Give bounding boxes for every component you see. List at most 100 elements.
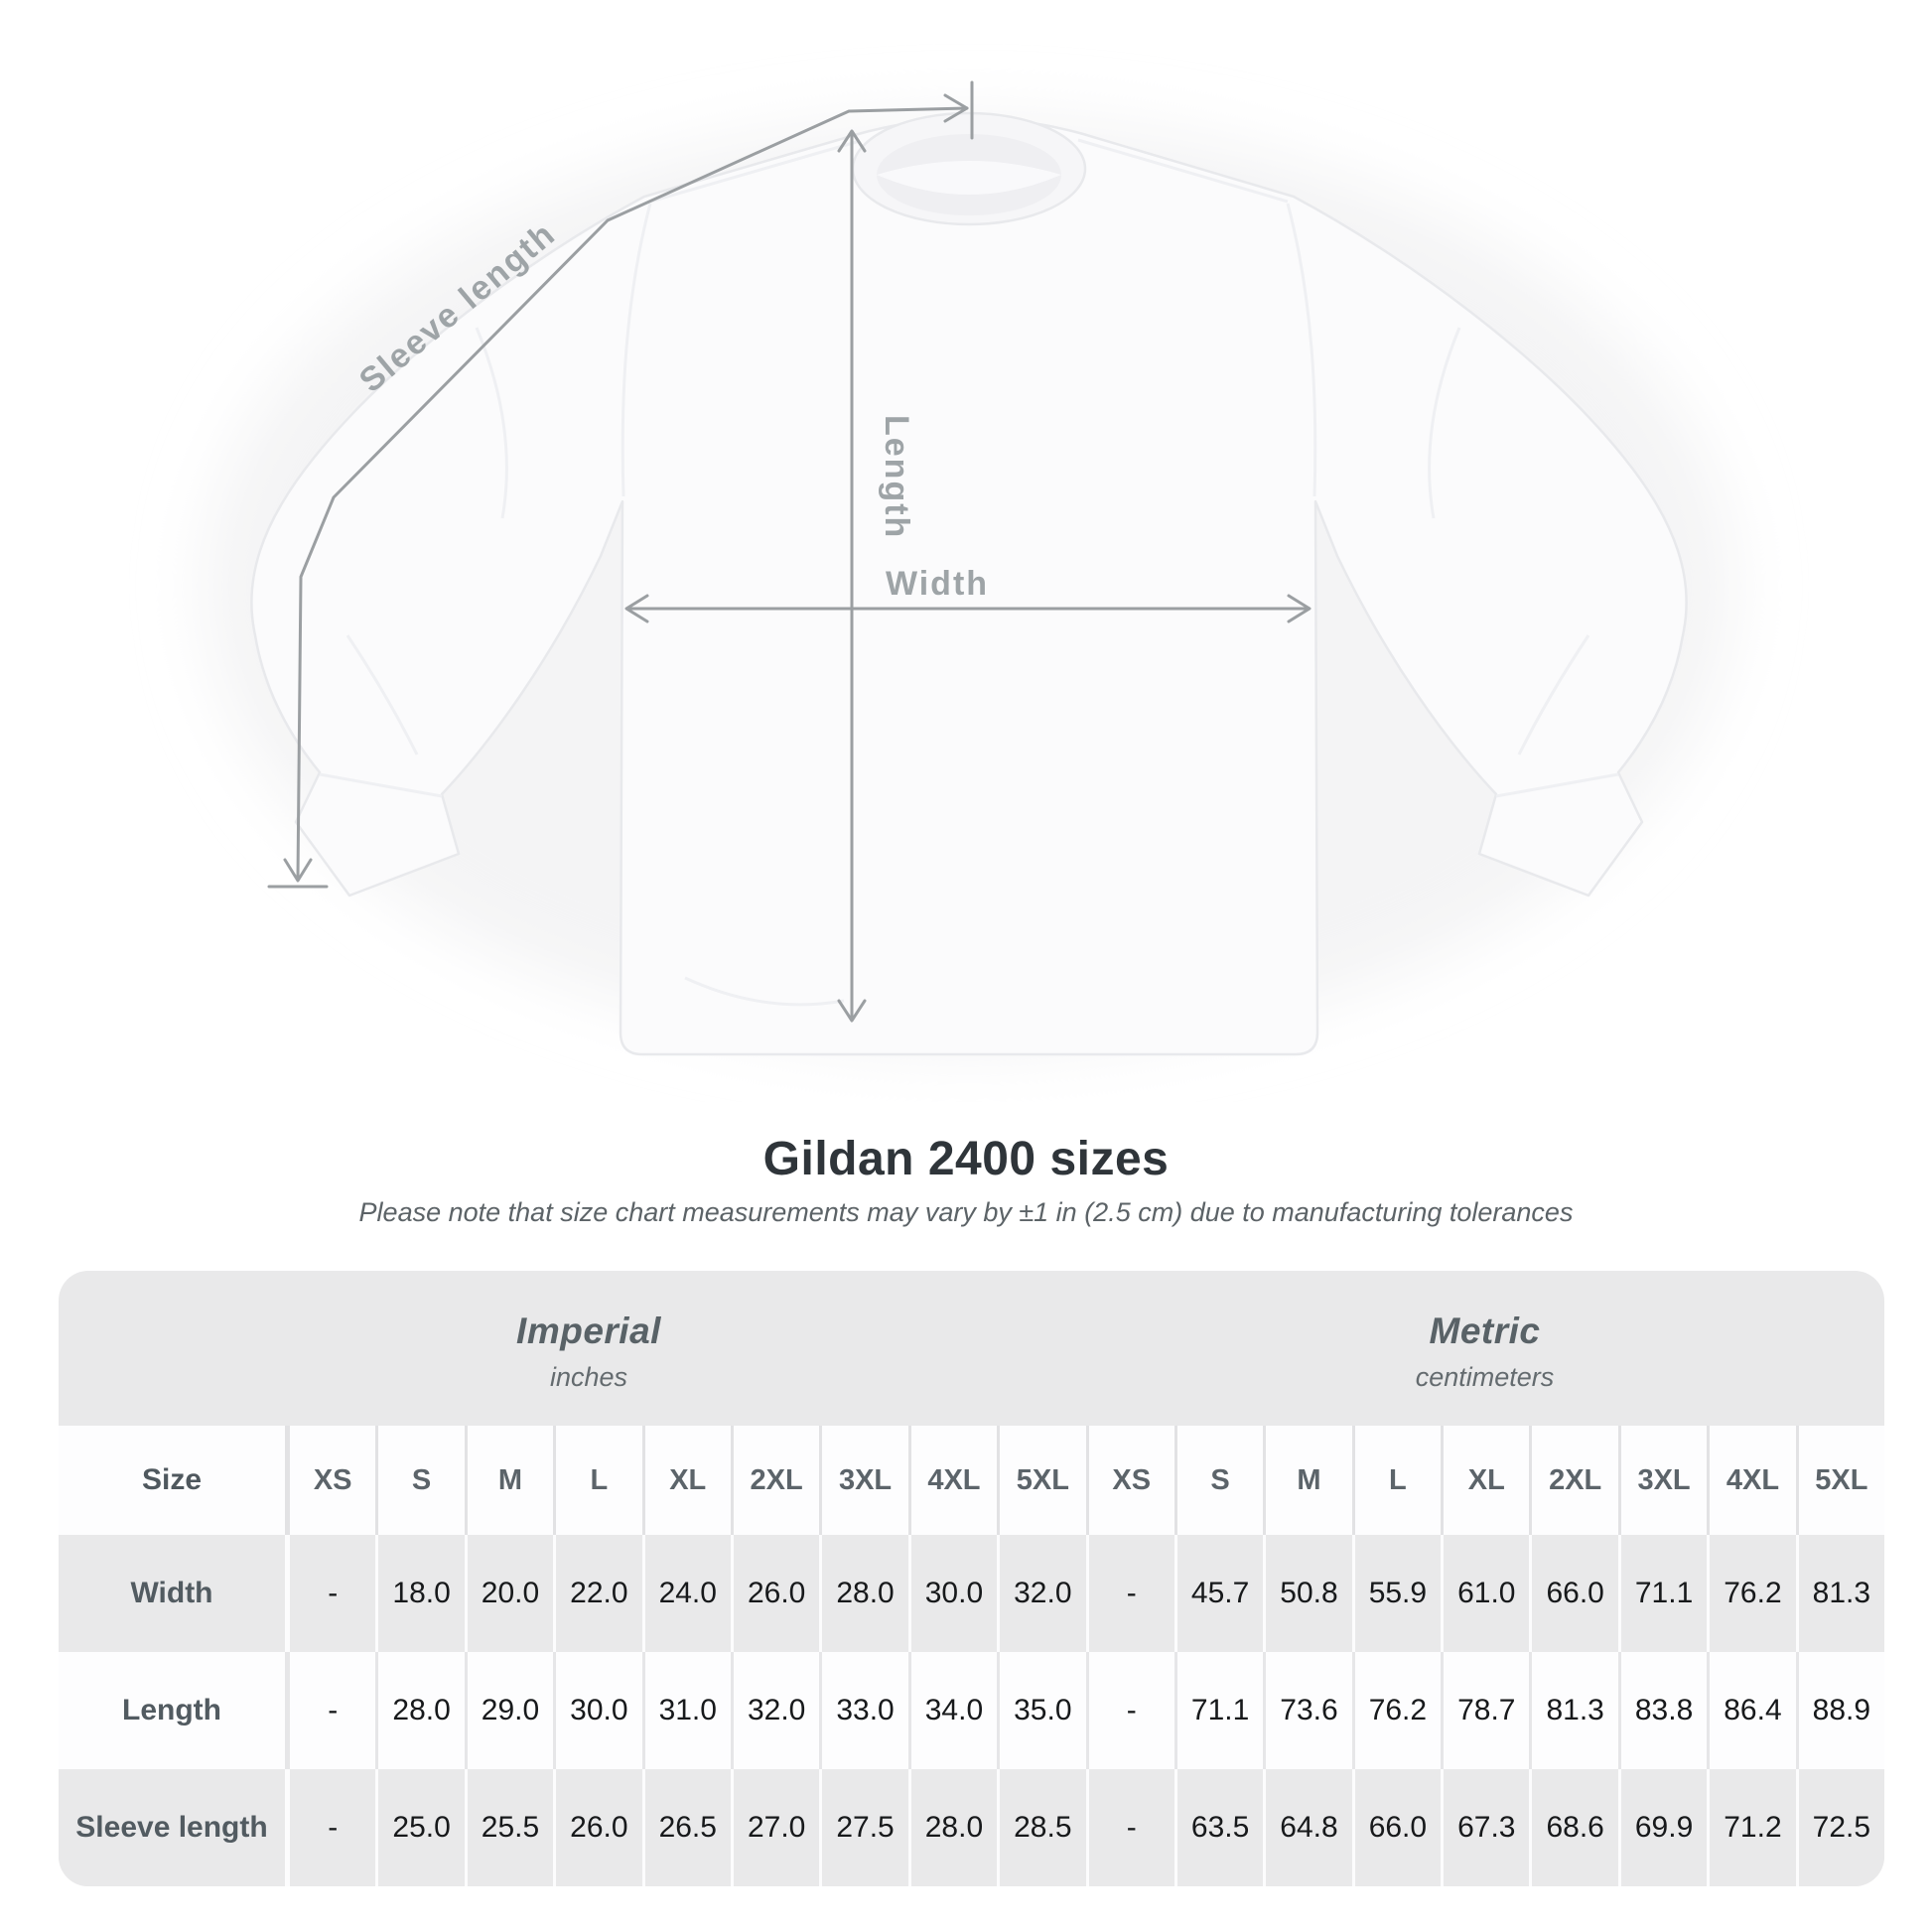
size-header-cell: 4XL (1707, 1426, 1795, 1535)
value-cell: 81.3 (1529, 1652, 1617, 1769)
value-cell: 66.0 (1351, 1769, 1441, 1886)
size-header-cell: M (1263, 1426, 1351, 1535)
size-header-cell: 5XL (1795, 1426, 1884, 1535)
value-cell: - (1085, 1769, 1174, 1886)
value-cell: 73.6 (1263, 1652, 1351, 1769)
value-cell: 32.0 (997, 1535, 1085, 1652)
size-header-cell: 3XL (819, 1426, 907, 1535)
value-cell: 67.3 (1441, 1769, 1529, 1886)
value-cell: 28.0 (819, 1535, 907, 1652)
value-cell: 72.5 (1795, 1769, 1884, 1886)
value-cell: 32.0 (730, 1652, 819, 1769)
size-header-cell: S (1173, 1426, 1263, 1535)
value-cell: 76.2 (1351, 1652, 1441, 1769)
sleeve-length-arrow (267, 80, 974, 889)
metric-unit-label: centimeters (1415, 1361, 1555, 1392)
value-cell: 33.0 (819, 1652, 907, 1769)
table-row-sleeve-length: Sleeve length - 25.0 25.5 26.0 26.5 27.0… (59, 1769, 1884, 1886)
value-cell: 25.5 (464, 1769, 553, 1886)
value-cell: 83.8 (1617, 1652, 1707, 1769)
unit-system-row: Imperial inches Metric centimeters (59, 1271, 1884, 1426)
value-cell: 78.7 (1441, 1652, 1529, 1769)
size-table: Imperial inches Metric centimeters Size … (59, 1271, 1884, 1886)
value-cell: 26.5 (641, 1769, 731, 1886)
size-header-cell: M (464, 1426, 553, 1535)
imperial-section-header: Imperial inches (59, 1271, 1085, 1426)
imperial-unit-label: inches (549, 1361, 628, 1392)
value-cell: 50.8 (1263, 1535, 1351, 1652)
value-cell: 27.5 (819, 1769, 907, 1886)
shirt-seams (319, 138, 1619, 1007)
value-cell: 71.2 (1707, 1769, 1795, 1886)
value-cell: 45.7 (1173, 1535, 1263, 1652)
row-label: Sleeve length (75, 1811, 268, 1844)
size-header-cell: 5XL (997, 1426, 1085, 1535)
row-label: Width (130, 1577, 213, 1609)
shirt-body (250, 117, 1688, 1056)
value-cell: 30.0 (907, 1535, 997, 1652)
value-cell: 20.0 (464, 1535, 553, 1652)
length-arrow (837, 129, 867, 1023)
value-cell: - (285, 1535, 375, 1652)
value-cell: 71.1 (1617, 1535, 1707, 1652)
value-cell: 28.0 (375, 1652, 464, 1769)
tolerance-note: Please note that size chart measurements… (358, 1197, 1574, 1227)
value-cell: 26.0 (730, 1535, 819, 1652)
value-cell: 25.0 (375, 1769, 464, 1886)
size-header-cell: 3XL (1617, 1426, 1707, 1535)
width-label: Width (886, 565, 989, 603)
value-cell: 76.2 (1707, 1535, 1795, 1652)
size-header-cell: S (375, 1426, 464, 1535)
value-cell: 24.0 (641, 1535, 731, 1652)
imperial-label: Imperial (516, 1310, 661, 1351)
width-arrow (624, 594, 1311, 623)
row-label: Length (122, 1694, 221, 1726)
value-cell: 29.0 (464, 1652, 553, 1769)
value-cell: 26.0 (553, 1769, 641, 1886)
value-cell: 63.5 (1173, 1769, 1263, 1886)
shirt-collar-back (877, 161, 1061, 195)
value-cell: 55.9 (1351, 1535, 1441, 1652)
value-cell: 18.0 (375, 1535, 464, 1652)
metric-label: Metric (1429, 1310, 1541, 1351)
size-header-cell: L (553, 1426, 641, 1535)
value-cell: 31.0 (641, 1652, 731, 1769)
value-cell: 35.0 (997, 1652, 1085, 1769)
shirt-illustration (250, 111, 1688, 1056)
value-cell: 66.0 (1529, 1535, 1617, 1652)
size-header-row: Size XS S M L XL 2XL 3XL 4XL 5XL XS S M … (59, 1426, 1884, 1535)
size-header-cell: 2XL (1529, 1426, 1617, 1535)
value-cell: 34.0 (907, 1652, 997, 1769)
length-label: Length (878, 415, 915, 539)
metric-section-header: Metric centimeters (1085, 1271, 1884, 1426)
value-cell: - (1085, 1535, 1174, 1652)
value-cell: 22.0 (553, 1535, 641, 1652)
value-cell: - (1085, 1652, 1174, 1769)
value-cell: 86.4 (1707, 1652, 1795, 1769)
value-cell: 28.5 (997, 1769, 1085, 1886)
value-cell: 69.9 (1617, 1769, 1707, 1886)
value-cell: - (285, 1769, 375, 1886)
value-cell: 71.1 (1173, 1652, 1263, 1769)
value-cell: 27.0 (730, 1769, 819, 1886)
page-title: Gildan 2400 sizes (762, 1133, 1170, 1185)
table-row-width: Width - 18.0 20.0 22.0 24.0 26.0 28.0 30… (59, 1535, 1884, 1652)
value-cell: 88.9 (1795, 1652, 1884, 1769)
value-cell: 64.8 (1263, 1769, 1351, 1886)
value-cell: 68.6 (1529, 1769, 1617, 1886)
value-cell: 61.0 (1441, 1535, 1529, 1652)
size-header-cell: XS (1085, 1426, 1174, 1535)
size-header-cell: XL (641, 1426, 731, 1535)
value-cell: 30.0 (553, 1652, 641, 1769)
table-row-length: Length - 28.0 29.0 30.0 31.0 32.0 33.0 3… (59, 1652, 1884, 1769)
value-cell: 28.0 (907, 1769, 997, 1886)
value-cell: - (285, 1652, 375, 1769)
shirt-measurement-diagram: Sleeve length Length Width (205, 80, 1733, 1056)
size-header-cell: 2XL (730, 1426, 819, 1535)
size-header-cell: XS (285, 1426, 375, 1535)
value-cell: 81.3 (1795, 1535, 1884, 1652)
size-header-cell: 4XL (907, 1426, 997, 1535)
size-column-header: Size (141, 1463, 203, 1496)
size-header-cell: XL (1441, 1426, 1529, 1535)
